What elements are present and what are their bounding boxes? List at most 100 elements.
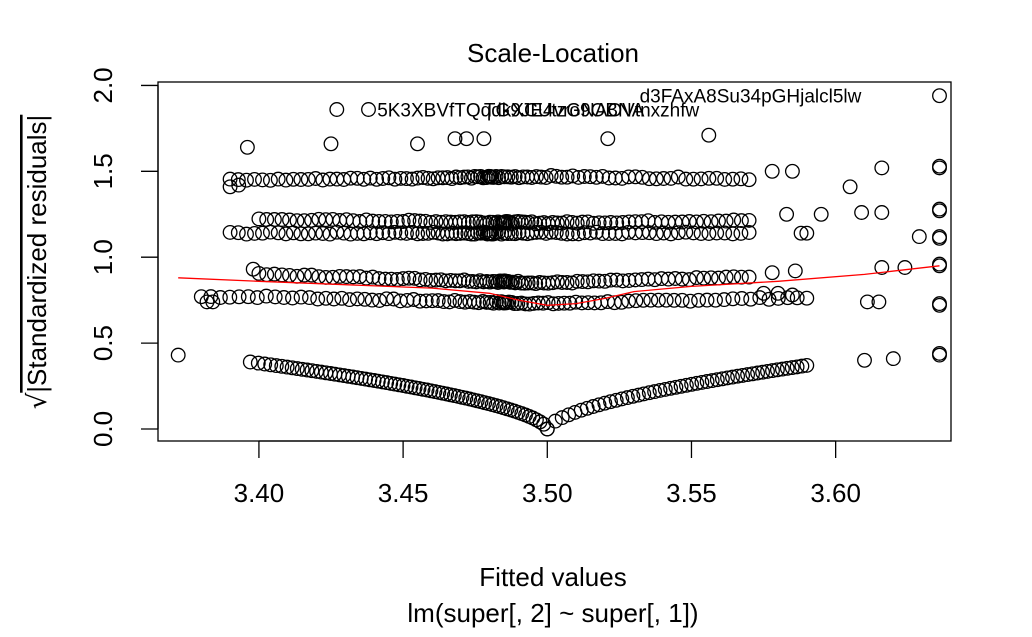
data-point bbox=[401, 212, 417, 228]
x-axis-label: Fitted values bbox=[479, 562, 626, 592]
data-point bbox=[349, 291, 365, 307]
data-point bbox=[756, 285, 772, 301]
y-tick-label: 0.5 bbox=[88, 325, 118, 361]
x-tick-label: 3.40 bbox=[234, 478, 285, 508]
data-point bbox=[329, 102, 345, 117]
data-point bbox=[752, 290, 768, 306]
data-point bbox=[733, 213, 749, 229]
data-point bbox=[520, 275, 536, 291]
data-point bbox=[231, 289, 247, 305]
data-point bbox=[789, 359, 805, 375]
data-point bbox=[580, 214, 596, 230]
data-point bbox=[559, 214, 575, 230]
data-point bbox=[410, 170, 426, 186]
data-point bbox=[267, 289, 283, 305]
data-point bbox=[447, 292, 463, 308]
data-point bbox=[540, 295, 556, 311]
data-point bbox=[399, 292, 415, 308]
data-point bbox=[423, 272, 439, 288]
data-point bbox=[586, 273, 601, 289]
data-point bbox=[361, 102, 376, 117]
data-point bbox=[709, 372, 725, 388]
data-point bbox=[551, 295, 567, 311]
data-point bbox=[673, 378, 689, 394]
data-point bbox=[600, 131, 616, 147]
data-point bbox=[701, 170, 717, 186]
data-point bbox=[393, 225, 409, 241]
data-point bbox=[857, 352, 872, 368]
data-point bbox=[406, 292, 422, 307]
data-point bbox=[524, 170, 540, 185]
data-point bbox=[251, 211, 267, 227]
data-point bbox=[240, 289, 256, 305]
data-point bbox=[205, 294, 221, 310]
data-point bbox=[274, 212, 290, 227]
data-point bbox=[571, 169, 586, 185]
data-point bbox=[743, 291, 759, 307]
data-point bbox=[588, 224, 604, 240]
data-point bbox=[689, 270, 704, 286]
data-point bbox=[266, 212, 282, 227]
data-point bbox=[932, 297, 947, 313]
data-point bbox=[932, 230, 947, 246]
data-point bbox=[259, 212, 275, 227]
data-point bbox=[513, 275, 529, 291]
y-tick-label: 1.0 bbox=[88, 239, 118, 275]
data-point bbox=[554, 410, 570, 426]
data-point bbox=[735, 367, 751, 383]
data-point bbox=[375, 171, 391, 186]
data-point bbox=[681, 214, 697, 229]
data-point bbox=[711, 213, 726, 229]
data-point bbox=[323, 136, 339, 152]
data-point bbox=[266, 266, 282, 282]
data-point bbox=[709, 170, 725, 186]
data-point bbox=[694, 374, 710, 390]
data-point bbox=[242, 354, 258, 370]
data-point bbox=[352, 214, 368, 229]
data-point bbox=[701, 127, 717, 143]
data-point bbox=[615, 215, 631, 230]
data-point bbox=[365, 213, 381, 229]
y-tick-label: 0.0 bbox=[88, 411, 118, 447]
data-point bbox=[533, 169, 549, 185]
smoother-line bbox=[178, 265, 940, 306]
data-point bbox=[274, 267, 290, 283]
sqrt-sign: √ bbox=[23, 392, 53, 409]
x-tick-label: 3.50 bbox=[522, 478, 573, 508]
data-point bbox=[597, 273, 613, 289]
data-point bbox=[526, 295, 542, 311]
data-point bbox=[615, 273, 631, 289]
data-point bbox=[362, 170, 378, 186]
data-point bbox=[249, 290, 265, 306]
data-point bbox=[932, 347, 947, 363]
data-point bbox=[372, 293, 387, 308]
data-point bbox=[668, 379, 684, 395]
data-point bbox=[199, 294, 215, 310]
data-point bbox=[897, 260, 913, 275]
data-point bbox=[389, 213, 405, 229]
data-point bbox=[279, 359, 295, 375]
data-point bbox=[296, 213, 312, 229]
data-point bbox=[641, 171, 657, 187]
data-point bbox=[799, 357, 815, 373]
data-point bbox=[222, 179, 238, 195]
data-point bbox=[784, 287, 800, 303]
data-point bbox=[231, 177, 247, 193]
data-point bbox=[670, 225, 686, 241]
data-point bbox=[543, 168, 559, 183]
data-point bbox=[536, 416, 552, 432]
data-point bbox=[932, 160, 947, 176]
data-point bbox=[245, 261, 261, 277]
data-point bbox=[524, 225, 540, 241]
data-point bbox=[580, 274, 596, 290]
data-point bbox=[741, 269, 757, 285]
data-point bbox=[932, 203, 947, 219]
data-point bbox=[476, 131, 492, 147]
data-point bbox=[299, 362, 315, 378]
data-point bbox=[634, 169, 650, 185]
data-point bbox=[375, 225, 391, 241]
data-point bbox=[813, 206, 829, 222]
y-axis-label-text: |Standardized residuals| bbox=[22, 115, 52, 393]
data-point bbox=[239, 226, 254, 242]
